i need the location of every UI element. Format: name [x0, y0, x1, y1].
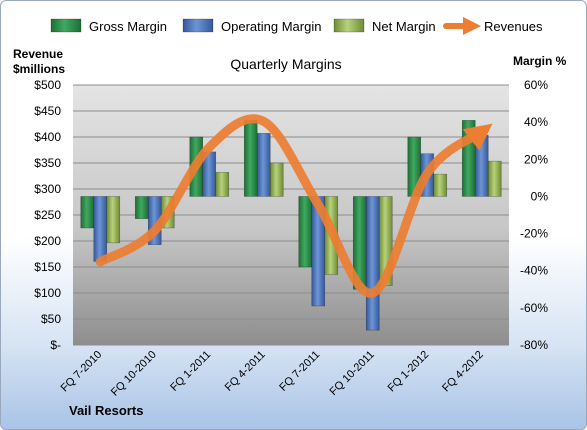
- gross-margin-bar: [80, 196, 95, 229]
- legend-label: Gross Margin: [89, 19, 167, 34]
- right-tick-label: 20%: [524, 152, 548, 166]
- operating-margin-bar: [256, 132, 271, 197]
- net-margin-bar: [269, 162, 284, 197]
- operating-margin-bar: [474, 134, 489, 197]
- revenues-line: [95, 114, 493, 298]
- category-label: FQ 4-2011: [223, 349, 268, 394]
- left-tick-label: $200: [34, 234, 61, 248]
- chart-title: Quarterly Margins: [230, 56, 341, 72]
- gross-margin-bar: [243, 119, 258, 197]
- gross-margin-bar: [134, 196, 149, 220]
- legend-label: Operating Margin: [221, 19, 321, 34]
- right-tick-label: -60%: [520, 301, 548, 315]
- footer-text: Vail Resorts: [69, 403, 143, 418]
- legend: Gross Margin Operating Margin Net Margin Re…: [50, 17, 543, 35]
- right-axis-label: Margin %: [513, 54, 567, 68]
- category-label: FQ 1-2012: [386, 349, 432, 395]
- right-tick-label: -80%: [520, 338, 548, 352]
- net-margin-bar: [487, 160, 502, 197]
- left-tick-label: $150: [34, 260, 61, 274]
- gridlines: [73, 84, 509, 346]
- category-label: FQ 10-2011: [327, 349, 376, 398]
- left-tick-label: $-: [50, 338, 61, 352]
- right-tick-label: 0%: [531, 189, 549, 203]
- category-label: FQ 4-2012: [440, 349, 486, 395]
- left-tick-label: $250: [34, 208, 61, 222]
- left-axis-label-line1: Revenue: [13, 47, 63, 61]
- legend-label: Revenues: [484, 19, 543, 34]
- legend-swatch: [182, 18, 214, 33]
- category-label: FQ 1-2011: [168, 349, 213, 394]
- net-margin-bar: [433, 173, 448, 197]
- revenue-line-group: [95, 114, 493, 298]
- right-tick-label: 40%: [524, 115, 548, 129]
- left-tick-label: $350: [34, 156, 61, 170]
- net-margin-bar: [215, 171, 230, 197]
- gross-margin-bar: [298, 196, 313, 268]
- left-tick-label: $50: [41, 312, 61, 326]
- operating-margin-bar: [365, 196, 380, 331]
- right-tick-label: 60%: [524, 78, 548, 92]
- net-margin-bar: [106, 196, 121, 244]
- left-tick-label: $500: [34, 78, 61, 92]
- legend-swatch: [50, 18, 82, 33]
- category-label: FQ 7-2011: [277, 349, 322, 394]
- left-tick-label: $450: [34, 104, 61, 118]
- category-label: FQ 10-2010: [109, 349, 159, 399]
- right-tick-label: -40%: [520, 264, 548, 278]
- category-label: FQ 7-2010: [59, 349, 105, 395]
- left-tick-label: $300: [34, 182, 61, 196]
- left-axis-label-line2: $millions: [13, 62, 65, 76]
- left-tick-label: $100: [34, 286, 61, 300]
- right-tick-label: -20%: [520, 227, 548, 241]
- legend-swatch: [333, 18, 365, 33]
- left-tick-label: $400: [34, 130, 61, 144]
- operating-margin-bar: [93, 196, 108, 262]
- legend-label: Net Margin: [372, 19, 436, 34]
